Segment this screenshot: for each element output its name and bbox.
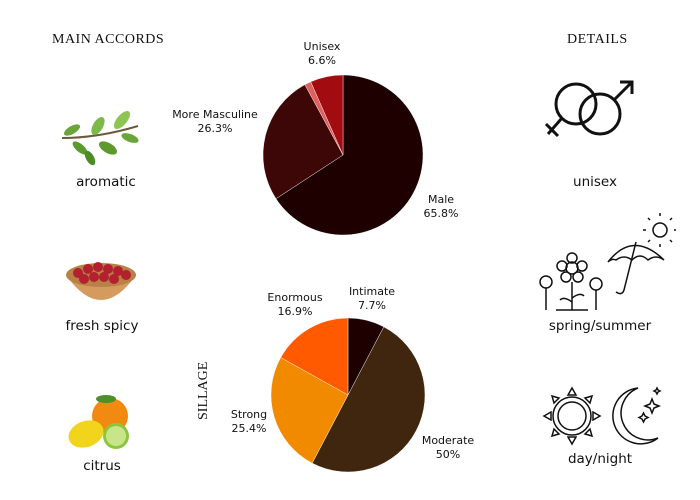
pie-label-strong: Strong 25.4%	[230, 408, 268, 435]
pie-slice-male	[275, 74, 424, 236]
flowers-umbrella-sun-icon	[539, 213, 676, 311]
accord-label-fresh-spicy: fresh spicy	[65, 318, 139, 334]
detail-label-spring-summer: spring/summer	[548, 318, 652, 334]
berry-bowl-icon	[66, 262, 136, 300]
pie-slice-strong	[270, 357, 349, 464]
gender-symbols-icon	[544, 80, 634, 138]
accord-label-aromatic: aromatic	[76, 174, 136, 190]
details-heading: DETAILS	[567, 32, 628, 47]
sillage-chart-title: SILLAGE	[196, 361, 211, 420]
pie-label-unisex: Unisex 6.6%	[303, 40, 341, 67]
pie-slice-unisex	[310, 74, 344, 156]
detail-label-day-night: day/night	[567, 451, 633, 467]
pie-label-intimate: Intimate 7.7%	[348, 285, 396, 312]
main-accords-heading: MAIN ACCORDS	[52, 32, 165, 47]
citrus-fruit-icon	[68, 395, 129, 449]
pie-slice-enormous	[280, 317, 349, 396]
pie-label-enormous: Enormous 16.9%	[267, 291, 323, 318]
pie-label-more-masculine: More Masculine 26.3%	[172, 108, 258, 135]
sun-moon-icon	[542, 386, 662, 446]
detail-label-unisex: unisex	[573, 174, 617, 190]
pie-slice-moderate	[311, 326, 426, 473]
pie-slice-more-masculine	[262, 84, 344, 199]
pie-label-moderate: Moderate 50%	[421, 434, 475, 461]
herb-sprig-icon	[61, 110, 139, 166]
accord-label-citrus: citrus	[83, 458, 121, 474]
pie-label-male: Male 65.8%	[423, 193, 459, 220]
